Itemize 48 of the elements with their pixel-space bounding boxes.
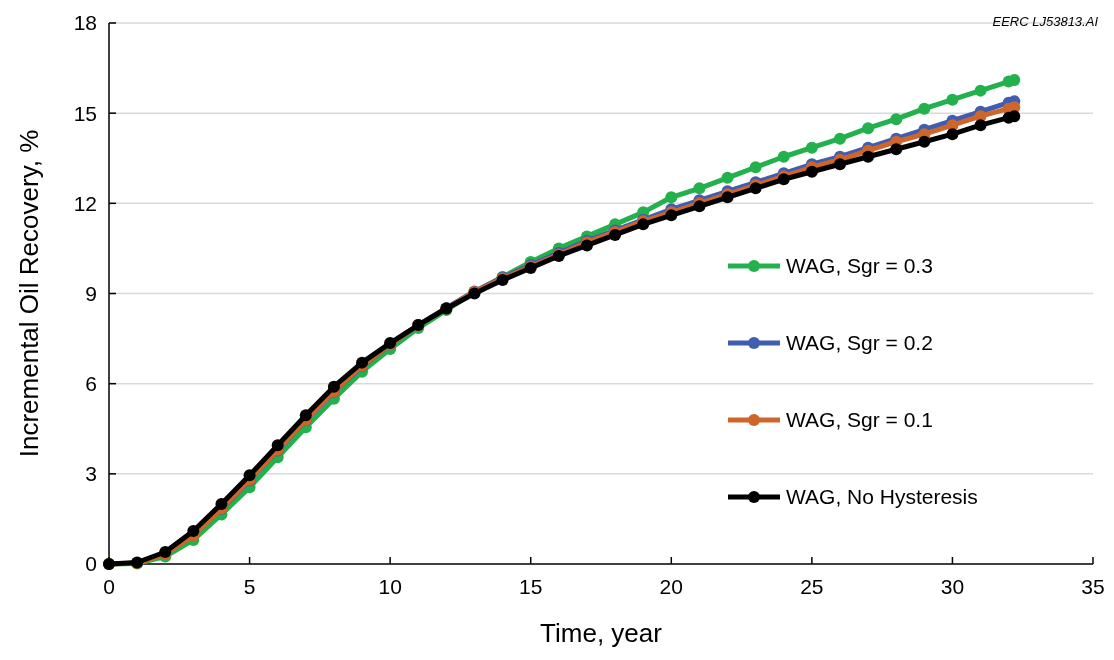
legend-label: WAG, Sgr = 0.1 bbox=[786, 408, 933, 432]
point bbox=[805, 165, 818, 178]
point bbox=[749, 161, 762, 174]
point bbox=[946, 128, 959, 141]
point bbox=[862, 150, 875, 163]
point bbox=[777, 150, 790, 163]
point bbox=[665, 191, 678, 204]
x-tick-label: 20 bbox=[659, 575, 683, 598]
y-axis-title: Incremental Oil Recovery, % bbox=[14, 129, 44, 458]
point bbox=[833, 132, 846, 145]
y-tick-label: 0 bbox=[85, 552, 97, 576]
y-tick-label: 18 bbox=[73, 11, 97, 35]
y-tick-label: 12 bbox=[73, 191, 97, 215]
x-tick-label: 35 bbox=[1081, 575, 1105, 598]
point bbox=[327, 380, 340, 393]
point bbox=[918, 102, 931, 115]
legend-label: WAG, Sgr = 0.2 bbox=[786, 331, 933, 355]
point bbox=[974, 119, 987, 132]
y-tick-label: 6 bbox=[85, 372, 97, 396]
legend-label: WAG, Sgr = 0.3 bbox=[786, 254, 933, 278]
legend-label: WAG, No Hysteresis bbox=[786, 485, 978, 509]
point bbox=[271, 439, 284, 452]
x-tick-label: 30 bbox=[940, 575, 965, 598]
point bbox=[693, 182, 706, 195]
y-tick-label: 3 bbox=[85, 462, 97, 486]
point bbox=[299, 409, 312, 422]
x-tick-label: 5 bbox=[243, 575, 256, 598]
point bbox=[890, 113, 903, 126]
point bbox=[721, 171, 734, 184]
y-tick-label: 9 bbox=[85, 281, 97, 305]
point bbox=[215, 497, 228, 510]
x-axis-title: Time, year bbox=[540, 618, 663, 648]
point bbox=[974, 84, 987, 97]
x-tick-label: 0 bbox=[103, 575, 115, 598]
annotation: EERC LJ53813.AI bbox=[992, 14, 1099, 29]
point bbox=[1008, 74, 1021, 87]
x-tick-label: 15 bbox=[519, 575, 543, 598]
x-tick-label: 10 bbox=[378, 575, 402, 598]
point bbox=[805, 141, 818, 154]
point bbox=[187, 524, 200, 537]
point bbox=[862, 122, 875, 135]
point bbox=[890, 143, 903, 156]
point bbox=[833, 158, 846, 171]
x-tick-label: 25 bbox=[800, 575, 824, 598]
y-tick-label: 15 bbox=[73, 101, 97, 125]
point bbox=[946, 93, 959, 106]
point bbox=[918, 135, 931, 148]
point bbox=[243, 469, 256, 482]
